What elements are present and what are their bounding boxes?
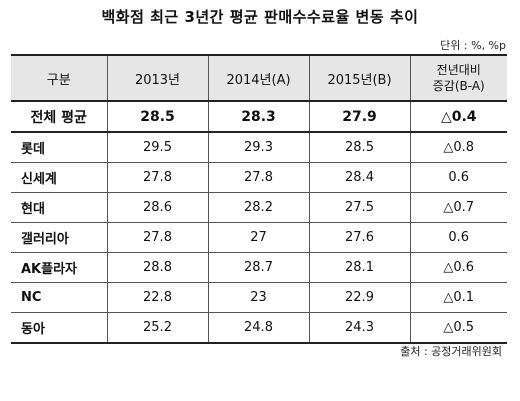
cell-2015: 27.5 <box>308 192 411 223</box>
row-name: 롯데 <box>11 131 108 163</box>
cell-2013: 22.8 <box>106 282 209 313</box>
row-name: 현대 <box>11 192 108 223</box>
table-row: 롯데 29.5 29.3 28.5 △0.8 <box>11 131 507 163</box>
header-change-line1: 전년대비 <box>436 63 481 77</box>
header-row: 구분 2013년 2014년(A) 2015년(B) 전년대비 증감(B-A) <box>11 55 507 102</box>
header-category: 구분 <box>11 55 108 102</box>
cell-change: 0.6 <box>409 162 507 193</box>
table-row: 갤러리아 27.8 27 27.6 0.6 <box>11 222 507 253</box>
cell-2013: 25.2 <box>106 312 209 343</box>
cell-change: △0.4 <box>409 100 507 133</box>
cell-2014: 24.8 <box>207 312 310 343</box>
table-row: AK플라자 28.8 28.7 28.1 △0.6 <box>11 252 507 283</box>
cell-2015: 24.3 <box>308 312 411 343</box>
cell-change: △0.6 <box>409 252 507 283</box>
unit-note: 단위 : %, %p <box>440 39 506 52</box>
row-name: NC <box>11 282 108 313</box>
header-change: 전년대비 증감(B-A) <box>409 55 507 102</box>
cell-2013: 28.6 <box>106 192 209 223</box>
cell-2014: 23 <box>207 282 310 313</box>
cell-2014: 28.7 <box>207 252 310 283</box>
cell-2015: 27.6 <box>308 222 411 253</box>
cell-2014: 27.8 <box>207 162 310 193</box>
cell-2013: 28.5 <box>106 100 209 133</box>
cell-2014: 27 <box>207 222 310 253</box>
cell-2015: 22.9 <box>308 282 411 313</box>
source-note: 출처 : 공정거래위원회 <box>400 345 502 358</box>
cell-2013: 29.5 <box>106 131 209 163</box>
table-row: 전체 평균 28.5 28.3 27.9 △0.4 <box>11 100 507 133</box>
header-2015: 2015년(B) <box>308 55 411 102</box>
table-row: 신세계 27.8 27.8 28.4 0.6 <box>11 162 507 193</box>
row-name: 갤러리아 <box>11 222 108 253</box>
table-row: 현대 28.6 28.2 27.5 △0.7 <box>11 192 507 223</box>
cell-2015: 28.1 <box>308 252 411 283</box>
cell-2015: 27.9 <box>308 100 411 133</box>
cell-2014: 28.2 <box>207 192 310 223</box>
header-change-line2: 증감(B-A) <box>432 79 485 93</box>
cell-2013: 27.8 <box>106 222 209 253</box>
cell-2013: 28.8 <box>106 252 209 283</box>
row-name: 전체 평균 <box>11 100 108 133</box>
header-2013: 2013년 <box>106 55 209 102</box>
header-2014: 2014년(A) <box>207 55 310 102</box>
cell-change: △0.7 <box>409 192 507 223</box>
row-name: 동아 <box>11 312 108 343</box>
cell-2013: 27.8 <box>106 162 209 193</box>
row-name: 신세계 <box>11 162 108 193</box>
table-row: NC 22.8 23 22.9 △0.1 <box>11 282 507 313</box>
cell-2015: 28.4 <box>308 162 411 193</box>
commission-rate-table: 구분 2013년 2014년(A) 2015년(B) 전년대비 증감(B-A) … <box>11 54 507 344</box>
row-name: AK플라자 <box>11 252 108 283</box>
cell-2014: 28.3 <box>207 100 310 133</box>
cell-2014: 29.3 <box>207 131 310 163</box>
table-title: 백화점 최근 3년간 평균 판매수수료율 변동 추이 <box>101 8 419 26</box>
cell-2015: 28.5 <box>308 131 411 163</box>
cell-change: 0.6 <box>409 222 507 253</box>
table-row: 동아 25.2 24.8 24.3 △0.5 <box>11 312 507 343</box>
cell-change: △0.5 <box>409 312 507 343</box>
cell-change: △0.1 <box>409 282 507 313</box>
cell-change: △0.8 <box>409 131 507 163</box>
